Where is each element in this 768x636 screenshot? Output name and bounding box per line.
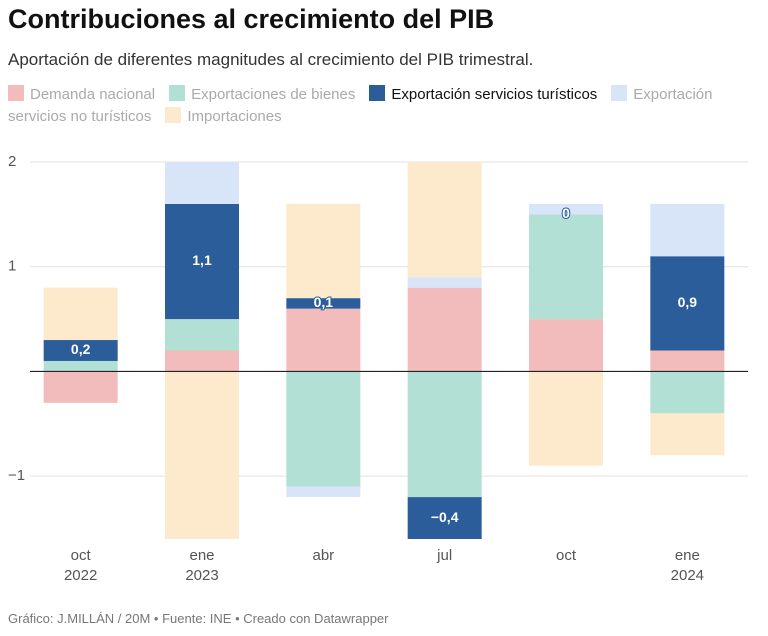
bar-segment <box>650 371 725 414</box>
source: Gráfico: J.MILLÁN / 20M • Fuente: INE • … <box>8 611 389 626</box>
bar-segment <box>165 350 239 372</box>
x-tick-label: jul <box>437 547 453 564</box>
value-label: −0,4 <box>431 509 459 525</box>
value-label: 0,1 <box>314 294 334 310</box>
legend: Demanda nacional Exportaciones de bienes E… <box>8 84 748 128</box>
bar-segment <box>407 162 482 278</box>
bar-segment <box>165 319 239 351</box>
bar-segment <box>407 497 482 539</box>
bar-segment <box>407 371 482 498</box>
legend-label: Exportación servicios no turísticos <box>8 86 713 125</box>
legend-swatch <box>169 85 186 101</box>
bar-segment <box>650 203 725 257</box>
bar-segment <box>286 486 361 498</box>
bar-segment <box>43 371 118 403</box>
legend-label: Demanda nacional <box>30 86 156 103</box>
bar-segment <box>650 413 725 456</box>
legend-swatch <box>8 85 24 101</box>
bar-segment <box>407 287 482 372</box>
bar-segment <box>529 319 603 372</box>
value-label: 1,1 <box>192 252 212 268</box>
legend-item: Exportación servicios turísticos <box>369 85 598 103</box>
bar-segment <box>165 203 239 320</box>
value-label: 0,2 <box>71 341 91 357</box>
bar-segment <box>286 308 361 372</box>
x-tick-label: ene 2023 <box>185 547 219 584</box>
legend-swatch <box>611 85 628 101</box>
bar-segment <box>529 203 603 215</box>
legend-item: Importaciones <box>165 107 282 125</box>
x-tick-label: oct <box>555 547 576 564</box>
x-tick-label: oct 2022 <box>63 547 98 584</box>
bar-segment <box>407 277 482 288</box>
legend-swatch <box>369 85 386 101</box>
legend-item: Demanda nacional <box>8 85 156 103</box>
bar-segment <box>286 298 361 309</box>
bar-segment <box>529 371 603 466</box>
legend-label: Exportación servicios turísticos <box>391 86 598 103</box>
value-label: 0,9 <box>678 294 698 310</box>
legend-label: Exportaciones de bienes <box>191 86 356 103</box>
x-tick-label: abr <box>312 547 335 564</box>
bar-segment <box>43 360 118 372</box>
legend-item: Exportación servicios no turísticos <box>8 85 713 125</box>
chart-subtitle: Aportación de diferentes magnitudes al c… <box>8 50 534 69</box>
bar-segment <box>165 371 239 539</box>
x-tick-label: ene 2024 <box>670 547 705 584</box>
bar-segment <box>650 256 725 351</box>
y-tick-label: 2 <box>8 153 16 170</box>
value-label: 0 <box>562 205 570 221</box>
bar-segment <box>43 340 118 361</box>
bar-segment <box>286 371 361 487</box>
y-tick-label: 1 <box>8 258 16 275</box>
bar-segment <box>650 350 725 372</box>
bar-segment <box>165 162 239 204</box>
y-tick-label: −1 <box>8 467 25 484</box>
legend-swatch <box>165 107 182 123</box>
bar-segment <box>43 287 118 341</box>
chart-title: Contribuciones al crecimiento del PIB <box>8 4 495 34</box>
bar-segment <box>286 203 361 299</box>
legend-label: Importaciones <box>187 108 282 125</box>
bar-segment <box>529 214 603 320</box>
legend-item: Exportaciones de bienes <box>169 85 356 103</box>
